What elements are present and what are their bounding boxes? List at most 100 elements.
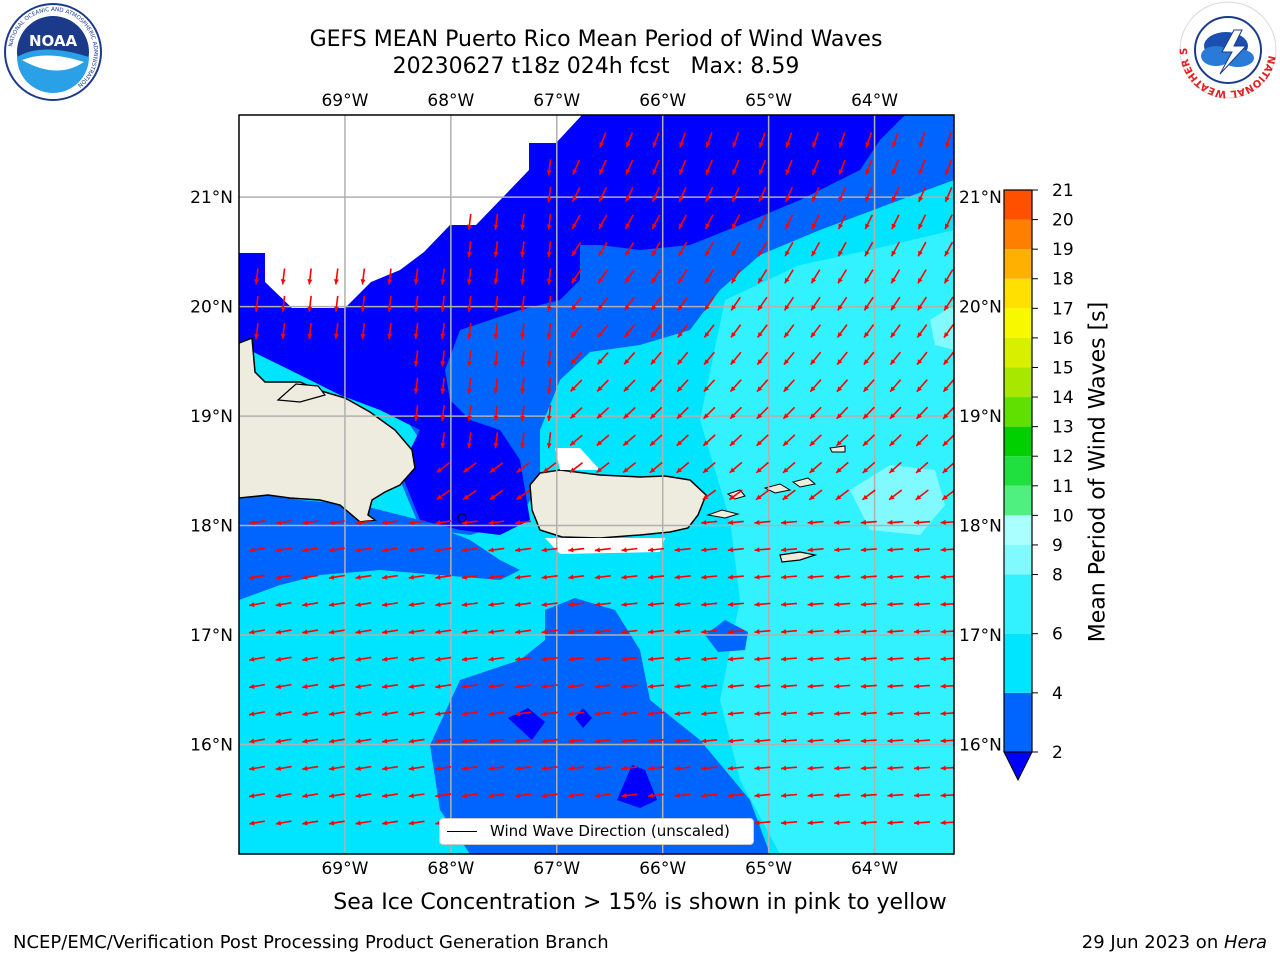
wind-wave-arrow: [571, 241, 582, 257]
wind-wave-arrow: [387, 295, 393, 312]
wind-wave-arrow: [493, 213, 499, 230]
wind-wave-arrow: [570, 324, 582, 338]
wind-wave-arrow: [355, 574, 372, 580]
wind-wave-arrow: [413, 350, 419, 367]
wind-wave-arrow: [834, 519, 851, 525]
wind-wave-arrow: [754, 820, 771, 826]
wind-wave-arrow: [837, 296, 848, 311]
wind-wave-arrow: [942, 461, 954, 474]
wind-wave-arrow: [756, 324, 768, 338]
wind-wave-arrow: [838, 132, 846, 148]
wind-wave-arrow: [780, 601, 798, 607]
wind-wave-arrow: [913, 519, 931, 525]
wind-wave-arrow: [489, 462, 504, 474]
wind-wave-arrow: [488, 547, 505, 553]
wind-wave-arrow: [621, 656, 638, 662]
wind-wave-arrow: [541, 793, 558, 799]
wind-wave-arrow: [435, 547, 452, 553]
wind-wave-arrow: [570, 296, 582, 311]
anegada-island: [829, 445, 846, 453]
wind-wave-arrow: [913, 629, 931, 635]
wind-wave-arrow: [942, 379, 954, 393]
wind-wave-arrow: [809, 406, 822, 420]
wind-wave-arrow: [807, 574, 824, 580]
wind-wave-arrow: [248, 574, 266, 580]
wind-wave-arrow: [863, 296, 874, 311]
wind-wave-arrow: [597, 296, 609, 311]
wind-wave-arrow: [381, 656, 399, 662]
wind-wave-arrow: [757, 296, 768, 311]
wind-wave-arrow: [887, 547, 904, 553]
wind-wave-arrow: [435, 711, 452, 717]
wind-wave-arrow: [863, 269, 874, 284]
wind-wave-arrow: [493, 323, 499, 340]
wind-wave-arrow: [758, 159, 767, 176]
wind-wave-arrow: [754, 629, 771, 635]
no-data-region: [239, 115, 582, 308]
wind-wave-arrow: [355, 711, 372, 717]
wind-wave-arrow: [440, 350, 446, 367]
wind-wave-arrow: [594, 765, 611, 771]
lat-tick-label-right: 18°N: [959, 517, 1002, 537]
wind-wave-arrow: [248, 738, 266, 744]
wind-wave-arrow: [780, 574, 798, 580]
wind-wave-arrow: [836, 379, 849, 393]
wind-wave-arrow: [647, 765, 665, 771]
wind-wave-arrow: [381, 629, 399, 635]
ocean-field-under-2s-a: [508, 708, 545, 740]
wind-wave-arrow: [621, 629, 638, 635]
no-data-pr-north: [555, 448, 600, 470]
wind-wave-arrow: [435, 656, 452, 662]
wind-wave-arrow: [834, 820, 851, 826]
wind-wave-arrow: [701, 574, 718, 580]
wind-wave-arrow: [651, 269, 661, 284]
wind-wave-arrow: [328, 793, 345, 799]
wind-wave-arrow: [702, 434, 716, 447]
wind-wave-arrow: [435, 602, 452, 608]
wind-wave-arrow: [541, 683, 558, 689]
wind-wave-arrow: [755, 489, 770, 501]
wind-wave-arrow: [381, 793, 399, 799]
wind-wave-arrow: [887, 519, 904, 525]
wind-wave-arrow: [571, 187, 581, 203]
wind-wave-arrow: [780, 547, 798, 553]
wind-wave-arrow: [651, 241, 661, 257]
wind-wave-arrow: [727, 656, 744, 662]
figure-subtitle: 20230627 t18z 024h fcst Max: 8.59: [392, 54, 800, 79]
wind-wave-arrow: [461, 629, 478, 635]
wind-wave-arrow: [650, 324, 662, 338]
wind-wave-arrow: [836, 324, 848, 339]
wind-wave-arrow: [381, 547, 399, 553]
wind-wave-arrow: [887, 574, 904, 580]
wind-wave-arrow: [328, 738, 345, 744]
wind-wave-arrow: [355, 656, 372, 662]
wind-wave-arrow: [834, 792, 851, 798]
wind-wave-arrow: [623, 406, 636, 420]
wind-wave-arrow: [727, 683, 744, 689]
wind-wave-arrow: [650, 296, 662, 311]
lon-tick-label-top: 66°W: [639, 91, 686, 111]
wind-wave-arrow: [647, 574, 665, 580]
wind-wave-arrow: [757, 269, 768, 284]
wind-wave-arrow: [568, 765, 585, 771]
wind-wave-arrow: [488, 793, 505, 799]
wind-wave-arrow: [891, 186, 900, 203]
wind-wave-arrow: [408, 547, 425, 553]
wind-wave-arrow: [916, 296, 928, 311]
wind-wave-arrow: [756, 351, 769, 366]
wind-wave-arrow: [913, 792, 931, 798]
wind-wave-arrow: [381, 574, 399, 580]
ocean-field-2-4s-patch: [705, 620, 748, 652]
wind-wave-arrow: [594, 574, 611, 580]
wind-wave-arrow: [328, 683, 345, 689]
wind-wave-arrow: [621, 765, 638, 771]
wind-wave-arrow: [621, 711, 638, 717]
wind-wave-arrow: [275, 547, 292, 553]
wind-wave-arrow: [568, 793, 585, 799]
wind-wave-arrow: [408, 765, 425, 771]
wind-wave-arrow: [488, 711, 505, 717]
wind-wave-arrow: [520, 323, 526, 340]
wind-wave-arrow: [466, 377, 472, 394]
wind-wave-arrow: [408, 820, 425, 826]
wind-wave-arrow: [488, 765, 505, 771]
